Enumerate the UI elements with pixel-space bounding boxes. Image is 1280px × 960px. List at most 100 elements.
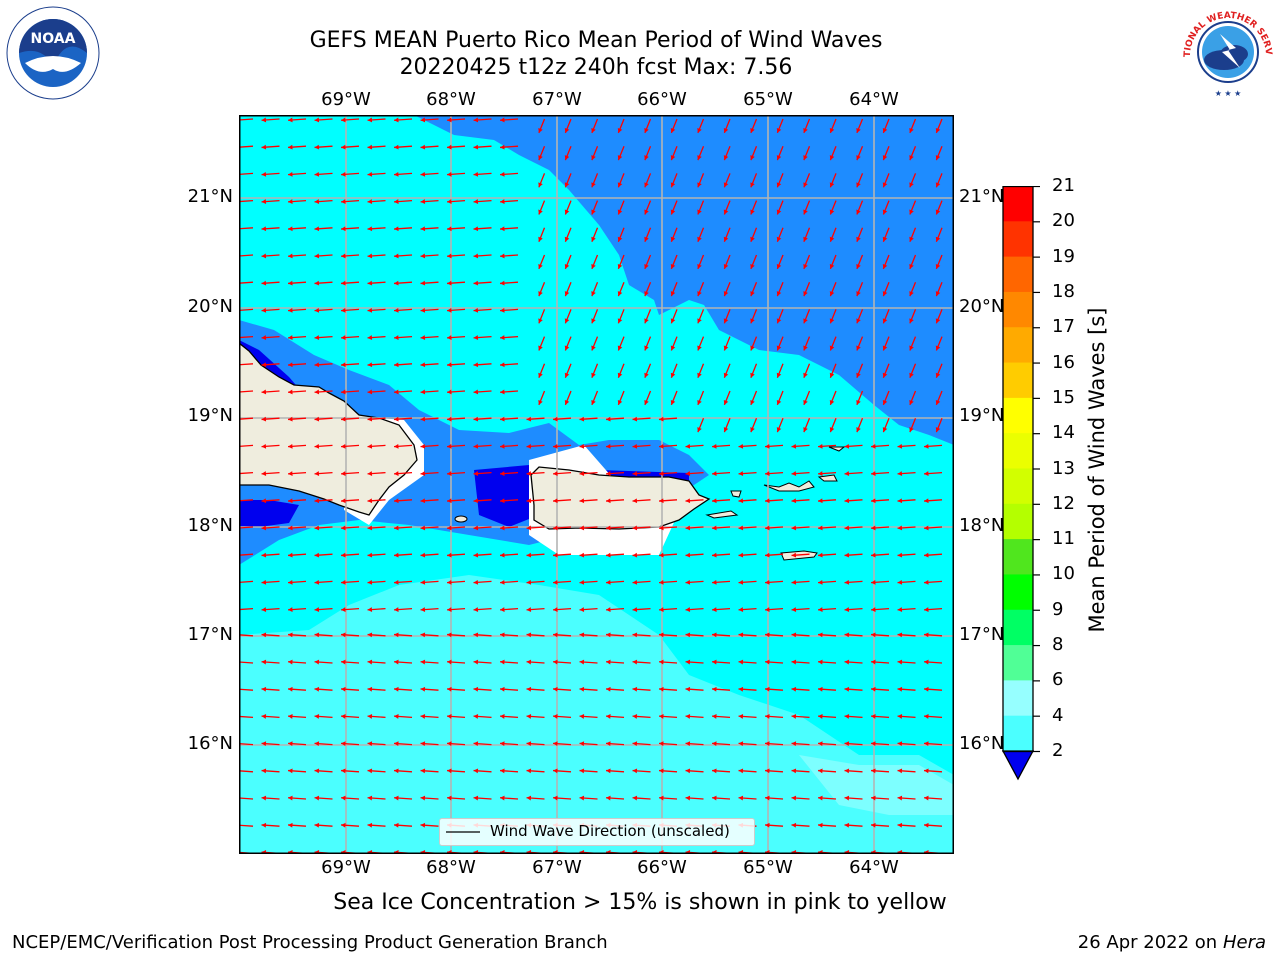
wind-arrow-head [750, 291, 755, 297]
wind-arrow-head [288, 144, 293, 150]
wind-arrow-head [526, 498, 532, 504]
wind-arrow-head [765, 686, 770, 692]
wind-arrow-head [871, 607, 876, 612]
colorbar-tick-label: 11 [1052, 528, 1075, 550]
wind-arrow-head [261, 362, 267, 368]
wind-arrow-head [909, 399, 914, 405]
wind-arrow-head [935, 427, 941, 433]
wind-arrow-head [844, 443, 850, 449]
wind-arrow-head [685, 686, 691, 692]
wind-arrow-head [591, 236, 596, 242]
wind-arrow-head [750, 427, 755, 433]
wind-arrow-head [420, 226, 426, 232]
wind-arrow-head [791, 443, 797, 449]
wind-arrow-head [871, 579, 876, 585]
wind-arrow-head [765, 822, 770, 828]
colorbar-extend-arrow [1001, 750, 1035, 781]
wind-arrow-head [447, 498, 452, 504]
wind-arrow-head [447, 607, 452, 612]
wind-arrow-head [644, 236, 649, 242]
wind-arrow-head [897, 471, 903, 476]
wind-arrow-head [697, 263, 702, 269]
wind-arrow-head [526, 552, 532, 558]
lat-label-left: 21°N [187, 186, 233, 207]
wind-arrow-head [738, 768, 744, 774]
wind-arrow-head [606, 579, 611, 585]
wind-arrow-head [261, 498, 267, 504]
wind-arrow-head [473, 525, 479, 531]
wind-arrow-head [288, 525, 293, 531]
wind-arrow-head [538, 127, 543, 133]
wind-arrow-head [818, 795, 823, 801]
wind-arrow-head [712, 795, 717, 801]
colorbar-tick-label: 13 [1052, 457, 1075, 479]
wind-arrow-head [617, 209, 623, 215]
wind-arrow-head [644, 318, 649, 324]
wind-arrow-head [644, 127, 649, 133]
wind-arrow-head [314, 632, 320, 638]
wind-arrow-head [935, 318, 941, 324]
wind-arrow-head [897, 714, 903, 719]
wind-arrow-head [341, 632, 346, 638]
wind-arrow-head [591, 263, 596, 269]
wind-arrow-head [685, 525, 691, 531]
wind-arrow-head [367, 199, 373, 204]
wind-arrow-head [341, 795, 346, 801]
lat-label-right: 19°N [959, 405, 1005, 426]
wind-arrow-head [394, 741, 399, 747]
wind-arrow-head [909, 318, 914, 324]
wind-arrow-head [897, 525, 903, 531]
wind-arrow-head [803, 399, 808, 405]
wind-arrow-head [632, 525, 638, 531]
wind-arrow-head [776, 318, 782, 324]
wind-arrow [239, 661, 254, 664]
wind-arrow-head [856, 345, 861, 351]
wind-arrow-head [261, 117, 267, 123]
period-below-2-patch [474, 465, 539, 527]
wind-arrow-head [723, 427, 729, 433]
wind-arrow-head [447, 280, 452, 286]
wind-arrow-head [644, 182, 649, 188]
wind-arrow-head [341, 253, 346, 259]
wind-arrow-head [644, 155, 649, 161]
wind-arrow-head [803, 427, 808, 433]
wind-arrow-head [685, 632, 691, 638]
wind-arrow-head [909, 182, 914, 188]
wind-arrow-head [553, 768, 558, 774]
wind-arrow-head [500, 443, 505, 449]
wind-arrow [239, 471, 254, 475]
wind-arrow-head [261, 607, 267, 612]
wind-arrow-head [803, 318, 808, 324]
wind-arrow [239, 770, 254, 773]
wind-arrow-head [856, 236, 861, 242]
wind-arrow-head [659, 714, 664, 719]
wind-arrow-head [803, 291, 808, 297]
wind-arrow-head [924, 795, 929, 801]
wind-arrow-head [685, 471, 691, 476]
wind-arrow [239, 118, 254, 121]
wind-arrow-head [420, 632, 426, 638]
wind-arrow-head [697, 318, 702, 324]
wind-arrow-head [697, 127, 702, 133]
wind-arrow-head [473, 795, 479, 801]
wind-arrow-head [591, 155, 596, 161]
wind-arrow-head [765, 632, 770, 638]
wind-arrow-head [394, 659, 399, 665]
wind-arrow-head [288, 741, 293, 747]
wind-arrow-head [871, 768, 876, 774]
wind-arrow-head [871, 822, 876, 828]
wind-arrow-head [564, 291, 570, 297]
wind-arrow-head [776, 209, 782, 215]
wind-arrow-head [909, 236, 914, 242]
wind-arrow-head [447, 335, 452, 340]
wind-arrow-head [712, 714, 717, 719]
wind-arrow-head [829, 345, 835, 351]
wind-arrow-head [659, 416, 664, 422]
wind-arrow-head [341, 498, 346, 504]
wind-arrow-head [420, 498, 426, 504]
wind-arrow-head [564, 236, 570, 242]
wind-arrow-head [526, 443, 532, 449]
wind-arrow-head [685, 659, 691, 665]
wind-arrow-head [871, 498, 876, 504]
wind-arrow-head [526, 741, 532, 747]
